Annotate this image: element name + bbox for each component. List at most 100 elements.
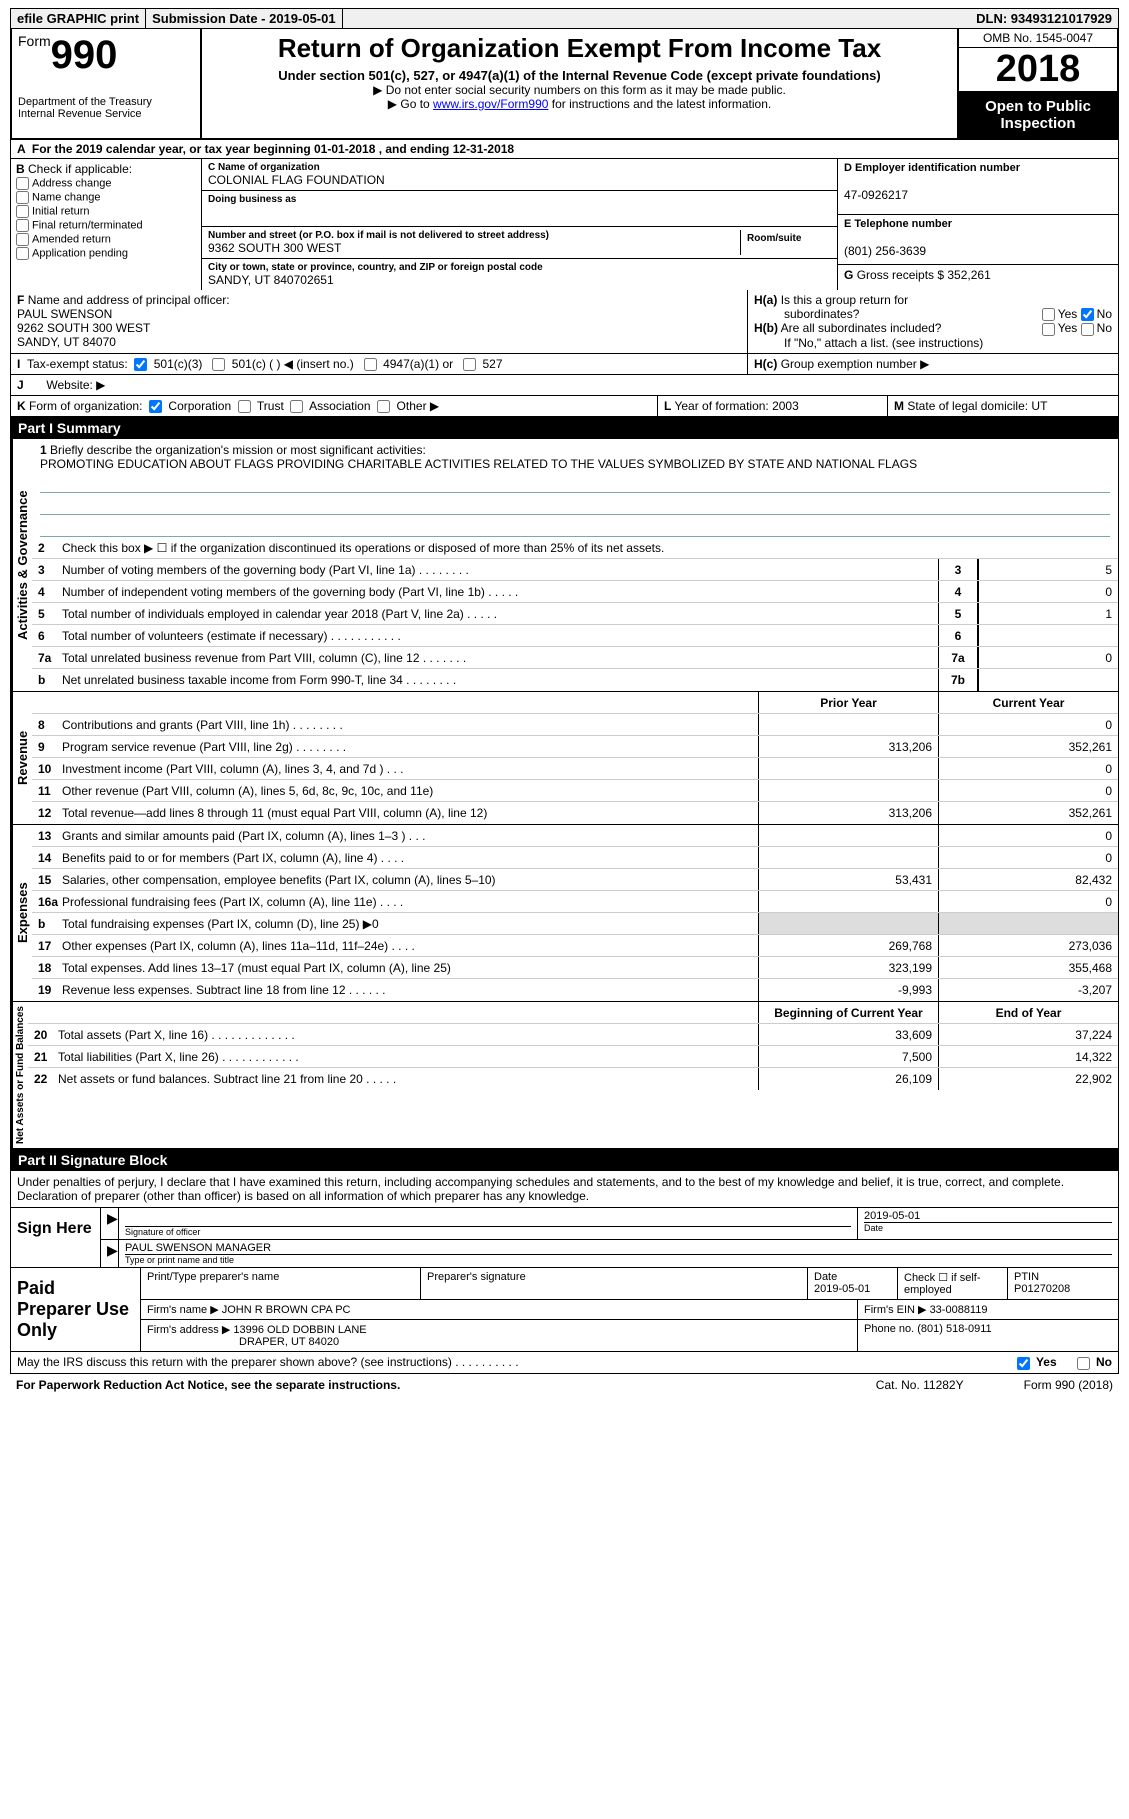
officer-addr2: SANDY, UT 84070 (17, 335, 116, 349)
section-b: B Check if applicable: Address change Na… (11, 159, 201, 290)
vlabel-revenue: Revenue (11, 692, 32, 824)
firm-addr1: 13996 OLD DOBBIN LANE (233, 1324, 366, 1336)
hb-no[interactable] (1081, 323, 1094, 336)
summary-line: bTotal fundraising expenses (Part IX, co… (32, 913, 1118, 935)
street-address: 9362 SOUTH 300 WEST (208, 241, 341, 255)
ck-assoc[interactable] (290, 400, 303, 413)
ein: 47-0926217 (844, 188, 908, 202)
summary-line: 3Number of voting members of the governi… (32, 559, 1118, 581)
section-i-hc: I Tax-exempt status: 501(c)(3) 501(c) ( … (10, 354, 1119, 375)
vlabel-expenses: Expenses (11, 825, 32, 1001)
form-990-page: efile GRAPHIC print Submission Date - 20… (0, 0, 1129, 1404)
firm-name: JOHN R BROWN CPA PC (222, 1304, 351, 1316)
ck-initial-return[interactable]: Initial return (16, 205, 196, 218)
summary-line: 12Total revenue—add lines 8 through 11 (… (32, 802, 1118, 824)
pra-notice: For Paperwork Reduction Act Notice, see … (16, 1378, 400, 1392)
section-d-e-g: D Employer identification number47-09262… (838, 159, 1118, 290)
prep-self-emp: Check ☐ if self-employed (898, 1268, 1008, 1299)
phone: (801) 256-3639 (844, 244, 926, 258)
ha-no[interactable] (1081, 308, 1094, 321)
gross-receipts: Gross receipts $ 352,261 (857, 268, 991, 282)
arrow-icon: ▶ (107, 1242, 119, 1259)
section-j: J Website: ▶ (10, 375, 1119, 396)
title-center: Return of Organization Exempt From Incom… (202, 29, 957, 138)
state-domicile: M State of legal domicile: UT (888, 396, 1118, 416)
officer-addr1: 9262 SOUTH 300 WEST (17, 321, 150, 335)
irs: Internal Revenue Service (18, 108, 194, 120)
tax-year: 2018 (959, 48, 1117, 92)
omb-number: OMB No. 1545-0047 (959, 29, 1117, 48)
section-k-l-m: K Form of organization: Corporation Trus… (10, 396, 1119, 417)
hb-yes[interactable] (1042, 323, 1055, 336)
officer-name: PAUL SWENSON (17, 307, 112, 321)
arrow-icon: ▶ (107, 1210, 119, 1227)
mission-text: PROMOTING EDUCATION ABOUT FLAGS PROVIDIN… (40, 457, 917, 471)
form-990: 990 (51, 33, 118, 77)
section-h: H(a) Is this a group return for subordin… (748, 290, 1118, 353)
officer-print-name: PAUL SWENSON MANAGER (125, 1242, 1112, 1254)
ck-501c3[interactable] (134, 358, 147, 371)
part-1-header: Part I Summary (10, 417, 1119, 439)
summary-line: 13Grants and similar amounts paid (Part … (32, 825, 1118, 847)
sign-here-label: Sign Here (11, 1208, 101, 1267)
ha-yes[interactable] (1042, 308, 1055, 321)
paid-preparer-block: Paid Preparer Use Only Print/Type prepar… (10, 1268, 1119, 1352)
section-a: A For the 2019 calendar year, or tax yea… (10, 140, 1119, 159)
submission-date: Submission Date - 2019-05-01 (146, 9, 343, 28)
summary-line: 18Total expenses. Add lines 13–17 (must … (32, 957, 1118, 979)
form-ref: Form 990 (2018) (1024, 1378, 1113, 1392)
ck-final-return[interactable]: Final return/terminated (16, 219, 196, 232)
ck-501c[interactable] (212, 358, 225, 371)
summary-line: 10Investment income (Part VIII, column (… (32, 758, 1118, 780)
link-note: ▶ Go to www.irs.gov/Form990 for instruct… (210, 97, 949, 111)
discuss-yes[interactable] (1017, 1357, 1030, 1370)
section-k: K Form of organization: Corporation Trus… (11, 396, 658, 416)
firm-addr2: DRAPER, UT 84020 (147, 1336, 339, 1348)
firm-phone: (801) 518-0911 (917, 1323, 991, 1335)
ck-527[interactable] (463, 358, 476, 371)
header-grid: B Check if applicable: Address change Na… (10, 159, 1119, 290)
ck-amended[interactable]: Amended return (16, 233, 196, 246)
mission-block: 1 Briefly describe the organization's mi… (32, 439, 1118, 537)
ck-4947[interactable] (364, 358, 377, 371)
summary-line: 16aProfessional fundraising fees (Part I… (32, 891, 1118, 913)
ssn-note: ▶ Do not enter social security numbers o… (210, 83, 949, 97)
ck-other[interactable] (377, 400, 390, 413)
discuss-no[interactable] (1077, 1357, 1090, 1370)
section-f: F Name and address of principal officer:… (11, 290, 748, 353)
section-i: I Tax-exempt status: 501(c)(3) 501(c) ( … (11, 354, 748, 374)
summary-line: 6Total number of volunteers (estimate if… (32, 625, 1118, 647)
sig-officer-label: Signature of officer (125, 1226, 851, 1237)
ck-name-change[interactable]: Name change (16, 191, 196, 204)
summary-line: 15Salaries, other compensation, employee… (32, 869, 1118, 891)
prep-name-hdr: Print/Type preparer's name (141, 1268, 421, 1299)
vlabel-governance: Activities & Governance (11, 439, 32, 691)
dln: DLN: 93493121017929 (970, 9, 1118, 28)
summary-line: 14Benefits paid to or for members (Part … (32, 847, 1118, 869)
revenue-section: Revenue Prior Year Current Year 8Contrib… (11, 692, 1118, 825)
summary-table: Activities & Governance 1 Briefly descri… (10, 439, 1119, 1149)
sig-date-label: Date (864, 1222, 1112, 1233)
summary-line: 7aTotal unrelated business revenue from … (32, 647, 1118, 669)
summary-line: 8Contributions and grants (Part VIII, li… (32, 714, 1118, 736)
ck-app-pending[interactable]: Application pending (16, 247, 196, 260)
ck-trust[interactable] (238, 400, 251, 413)
summary-line: 4Number of independent voting members of… (32, 581, 1118, 603)
col-headers-rev: Prior Year Current Year (32, 692, 1118, 714)
sig-date: 2019-05-01 (864, 1210, 1112, 1222)
prep-sig-hdr: Preparer's signature (421, 1268, 808, 1299)
title-block: Form990 Department of the Treasury Inter… (10, 29, 1119, 140)
print-name-label: Type or print name and title (125, 1254, 1112, 1265)
org-name: COLONIAL FLAG FOUNDATION (208, 173, 385, 187)
ck-address-change[interactable]: Address change (16, 177, 196, 190)
col-headers-na: Beginning of Current Year End of Year (28, 1002, 1118, 1024)
title-right: OMB No. 1545-0047 2018 Open to Public In… (957, 29, 1117, 138)
summary-line: 22Net assets or fund balances. Subtract … (28, 1068, 1118, 1090)
summary-line: 19Revenue less expenses. Subtract line 1… (32, 979, 1118, 1001)
efile-header: efile GRAPHIC print Submission Date - 20… (10, 8, 1119, 29)
irs-link[interactable]: www.irs.gov/Form990 (433, 97, 548, 111)
form-number-block: Form990 Department of the Treasury Inter… (12, 29, 202, 138)
summary-line: bNet unrelated business taxable income f… (32, 669, 1118, 691)
summary-line: 21Total liabilities (Part X, line 26) . … (28, 1046, 1118, 1068)
ck-corp[interactable] (149, 400, 162, 413)
